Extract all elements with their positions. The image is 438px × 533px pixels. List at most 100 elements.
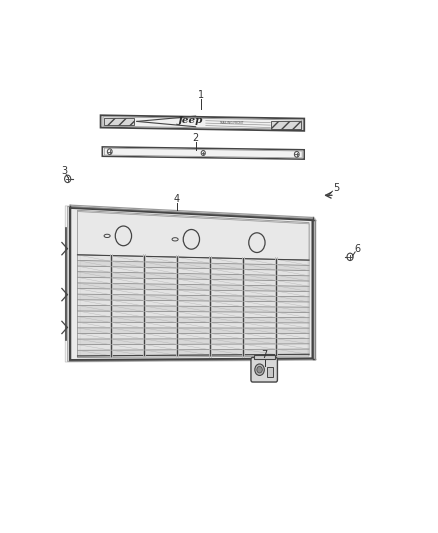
Polygon shape (78, 344, 110, 350)
Polygon shape (78, 305, 110, 311)
Polygon shape (210, 328, 243, 334)
Polygon shape (243, 264, 276, 270)
Text: Jeep: Jeep (177, 116, 203, 125)
Polygon shape (144, 350, 177, 356)
Polygon shape (276, 286, 309, 292)
Text: 3: 3 (61, 166, 67, 176)
Polygon shape (276, 280, 309, 286)
Polygon shape (111, 311, 143, 317)
Polygon shape (210, 263, 243, 269)
Polygon shape (276, 302, 309, 307)
Polygon shape (210, 296, 243, 301)
Polygon shape (111, 300, 143, 306)
Polygon shape (210, 290, 243, 296)
Polygon shape (111, 305, 143, 311)
Polygon shape (177, 268, 209, 274)
Polygon shape (276, 323, 309, 328)
Polygon shape (210, 279, 243, 285)
Polygon shape (243, 280, 276, 286)
Polygon shape (78, 212, 309, 260)
Polygon shape (111, 322, 143, 328)
Polygon shape (144, 262, 177, 268)
Polygon shape (144, 295, 177, 301)
Polygon shape (177, 285, 209, 290)
Polygon shape (276, 270, 309, 276)
Polygon shape (144, 278, 177, 285)
Polygon shape (144, 268, 177, 273)
Polygon shape (78, 322, 110, 328)
Polygon shape (111, 295, 143, 301)
Polygon shape (144, 273, 177, 279)
Polygon shape (177, 312, 209, 317)
Polygon shape (144, 284, 177, 290)
Polygon shape (144, 306, 177, 312)
Polygon shape (144, 317, 177, 322)
Polygon shape (276, 349, 309, 354)
Polygon shape (78, 255, 110, 261)
Bar (267, 367, 273, 377)
Polygon shape (177, 322, 209, 328)
Text: TRAILING FRONT: TRAILING FRONT (219, 120, 243, 125)
Polygon shape (144, 344, 177, 350)
Polygon shape (210, 306, 243, 312)
Polygon shape (276, 328, 309, 333)
Polygon shape (177, 317, 209, 322)
Polygon shape (177, 257, 209, 263)
Polygon shape (111, 317, 143, 322)
Polygon shape (243, 290, 276, 296)
Polygon shape (78, 294, 110, 300)
Polygon shape (177, 295, 209, 301)
Polygon shape (177, 328, 209, 334)
Polygon shape (243, 322, 276, 328)
Text: 4: 4 (174, 195, 180, 204)
Circle shape (255, 364, 264, 375)
Polygon shape (177, 350, 209, 355)
Polygon shape (271, 121, 301, 128)
Polygon shape (210, 269, 243, 274)
Polygon shape (243, 285, 276, 291)
Polygon shape (276, 296, 309, 302)
Polygon shape (210, 333, 243, 339)
Polygon shape (78, 300, 110, 305)
Polygon shape (210, 274, 243, 280)
Polygon shape (243, 344, 276, 350)
Polygon shape (276, 344, 309, 349)
Polygon shape (144, 322, 177, 328)
Polygon shape (78, 283, 110, 289)
Polygon shape (111, 339, 143, 344)
Polygon shape (78, 317, 110, 322)
Polygon shape (210, 344, 243, 350)
Polygon shape (78, 266, 110, 272)
Polygon shape (243, 306, 276, 312)
Polygon shape (111, 284, 143, 289)
Polygon shape (144, 334, 177, 339)
Polygon shape (177, 290, 209, 296)
Polygon shape (144, 289, 177, 295)
Polygon shape (78, 311, 110, 317)
Polygon shape (78, 339, 110, 345)
Polygon shape (177, 279, 209, 285)
Text: 5: 5 (333, 183, 339, 193)
Text: 7: 7 (261, 350, 268, 360)
Polygon shape (210, 258, 243, 264)
Polygon shape (210, 285, 243, 290)
Polygon shape (111, 328, 143, 334)
Polygon shape (111, 261, 143, 268)
Polygon shape (177, 301, 209, 306)
Polygon shape (111, 278, 143, 284)
Polygon shape (177, 273, 209, 279)
Polygon shape (70, 207, 313, 360)
Polygon shape (78, 288, 110, 295)
Polygon shape (276, 264, 309, 271)
Text: 1: 1 (198, 90, 204, 100)
Polygon shape (276, 312, 309, 318)
Polygon shape (276, 260, 309, 265)
Polygon shape (177, 263, 209, 269)
Polygon shape (78, 334, 110, 339)
Polygon shape (243, 274, 276, 280)
Polygon shape (111, 256, 143, 262)
FancyBboxPatch shape (251, 358, 277, 382)
Polygon shape (243, 338, 276, 344)
Polygon shape (111, 334, 143, 339)
Polygon shape (111, 350, 143, 356)
